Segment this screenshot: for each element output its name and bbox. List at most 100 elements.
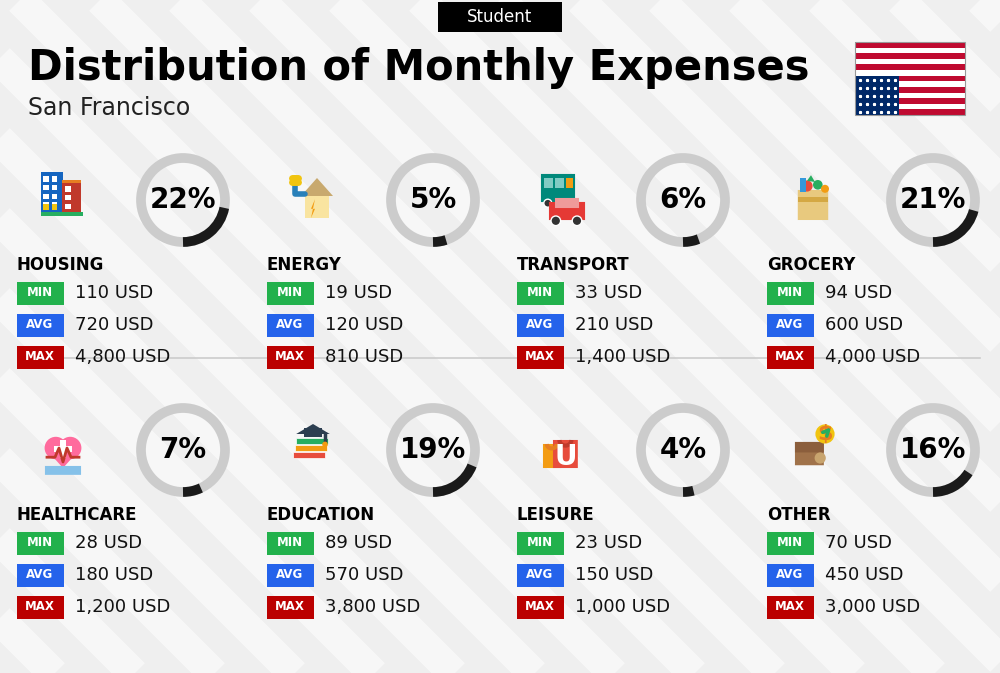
Bar xyxy=(62,180,81,183)
Circle shape xyxy=(59,437,81,459)
Text: MAX: MAX xyxy=(525,351,555,363)
FancyBboxPatch shape xyxy=(549,202,585,220)
Text: AVG: AVG xyxy=(26,569,54,581)
Bar xyxy=(798,197,828,202)
Text: MIN: MIN xyxy=(777,287,803,299)
Text: AVG: AVG xyxy=(526,569,554,581)
Text: 22%: 22% xyxy=(150,186,216,214)
FancyBboxPatch shape xyxy=(516,314,564,336)
Bar xyxy=(52,203,57,208)
Text: 33 USD: 33 USD xyxy=(575,284,642,302)
FancyBboxPatch shape xyxy=(293,452,325,458)
Text: ENERGY: ENERGY xyxy=(267,256,342,274)
Text: AVG: AVG xyxy=(276,318,304,332)
Polygon shape xyxy=(45,448,81,468)
Bar xyxy=(855,75,965,81)
FancyBboxPatch shape xyxy=(266,532,314,555)
FancyBboxPatch shape xyxy=(266,563,314,586)
Bar xyxy=(52,194,57,199)
Text: 180 USD: 180 USD xyxy=(75,566,153,584)
Polygon shape xyxy=(301,178,333,196)
Circle shape xyxy=(821,185,829,192)
Circle shape xyxy=(563,199,571,207)
FancyBboxPatch shape xyxy=(553,440,578,468)
Text: 89 USD: 89 USD xyxy=(325,534,392,552)
Text: HOUSING: HOUSING xyxy=(17,256,104,274)
Circle shape xyxy=(572,216,582,225)
FancyBboxPatch shape xyxy=(767,345,814,369)
Bar xyxy=(855,104,965,110)
Text: MIN: MIN xyxy=(27,536,53,549)
FancyBboxPatch shape xyxy=(516,532,564,555)
Bar xyxy=(65,204,71,209)
Circle shape xyxy=(544,199,552,207)
Text: OTHER: OTHER xyxy=(767,506,831,524)
Circle shape xyxy=(815,452,826,464)
Bar xyxy=(555,178,564,188)
Text: MAX: MAX xyxy=(775,600,805,614)
Text: 110 USD: 110 USD xyxy=(75,284,153,302)
Text: 150 USD: 150 USD xyxy=(575,566,653,584)
Text: 19 USD: 19 USD xyxy=(325,284,392,302)
Text: 21%: 21% xyxy=(900,186,966,214)
Text: 23 USD: 23 USD xyxy=(575,534,642,552)
FancyBboxPatch shape xyxy=(516,281,564,304)
Bar xyxy=(855,59,965,65)
Text: MIN: MIN xyxy=(527,536,553,549)
Bar xyxy=(43,176,49,182)
Bar xyxy=(566,178,573,188)
Text: AVG: AVG xyxy=(26,318,54,332)
Bar xyxy=(43,204,49,209)
FancyBboxPatch shape xyxy=(767,532,814,555)
Text: TRANSPORT: TRANSPORT xyxy=(517,256,630,274)
Text: 4,800 USD: 4,800 USD xyxy=(75,348,170,366)
Text: 450 USD: 450 USD xyxy=(825,566,904,584)
Bar xyxy=(43,194,49,199)
Polygon shape xyxy=(296,424,330,434)
FancyBboxPatch shape xyxy=(266,345,314,369)
Text: MIN: MIN xyxy=(277,287,303,299)
FancyBboxPatch shape xyxy=(767,314,814,336)
Text: U: U xyxy=(554,444,577,471)
FancyBboxPatch shape xyxy=(555,198,579,208)
Text: 5%: 5% xyxy=(409,186,457,214)
Text: Student: Student xyxy=(467,8,533,26)
Circle shape xyxy=(801,180,813,192)
FancyBboxPatch shape xyxy=(16,532,64,555)
Bar xyxy=(62,182,81,212)
Text: MAX: MAX xyxy=(275,351,305,363)
FancyBboxPatch shape xyxy=(16,345,64,369)
Text: MAX: MAX xyxy=(25,600,55,614)
Text: 1,400 USD: 1,400 USD xyxy=(575,348,670,366)
Text: AVG: AVG xyxy=(526,318,554,332)
Circle shape xyxy=(551,216,561,225)
FancyBboxPatch shape xyxy=(16,563,64,586)
FancyBboxPatch shape xyxy=(266,281,314,304)
Text: 570 USD: 570 USD xyxy=(325,566,404,584)
Text: HEALTHCARE: HEALTHCARE xyxy=(17,506,138,524)
Text: 210 USD: 210 USD xyxy=(575,316,653,334)
Text: 70 USD: 70 USD xyxy=(825,534,892,552)
FancyBboxPatch shape xyxy=(438,2,562,32)
Text: 120 USD: 120 USD xyxy=(325,316,403,334)
Bar xyxy=(855,93,965,98)
Text: $: $ xyxy=(817,424,833,444)
Text: 19%: 19% xyxy=(400,436,466,464)
FancyBboxPatch shape xyxy=(795,442,824,465)
FancyBboxPatch shape xyxy=(266,596,314,618)
FancyBboxPatch shape xyxy=(541,174,575,202)
Text: MAX: MAX xyxy=(525,600,555,614)
Bar xyxy=(855,87,965,93)
Text: 6%: 6% xyxy=(659,186,707,214)
Bar xyxy=(52,176,57,182)
FancyBboxPatch shape xyxy=(16,281,64,304)
Circle shape xyxy=(45,437,67,459)
Text: 4,000 USD: 4,000 USD xyxy=(825,348,920,366)
Bar xyxy=(60,440,66,458)
FancyBboxPatch shape xyxy=(295,445,327,451)
Text: 3,000 USD: 3,000 USD xyxy=(825,598,920,616)
Bar xyxy=(65,186,71,192)
Text: 720 USD: 720 USD xyxy=(75,316,154,334)
Bar xyxy=(41,212,83,215)
FancyBboxPatch shape xyxy=(543,444,561,468)
